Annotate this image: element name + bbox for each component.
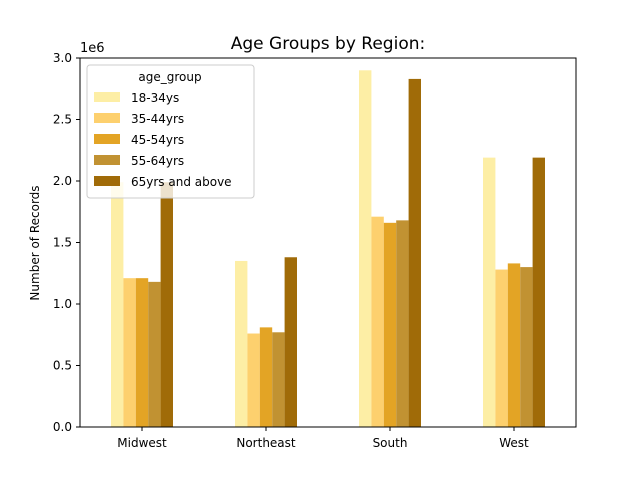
legend-swatch [94,176,120,186]
bar-west-1 [495,269,508,427]
bar-midwest-1 [123,278,136,427]
bar-south-2 [383,222,397,427]
bar-midwest-3 [148,281,161,427]
x-tick-label: West [499,436,529,450]
plot-frame [79,57,577,428]
legend-swatch [94,113,120,123]
bar-south-1 [371,216,384,427]
legend-swatch [94,155,120,165]
bar-midwest-0 [111,182,124,427]
bar-northeast-4 [284,257,297,427]
y-tick-label: 2.5 [53,113,72,127]
y-tick-label: 1.5 [53,236,72,250]
y-tick-label: 0.5 [53,359,72,373]
legend-title: age_group [138,70,201,84]
bar-midwest-2 [135,278,149,427]
bar-west-4 [532,157,545,427]
legend-box [86,64,255,199]
legend-label: 65yrs and above [131,175,232,189]
y-axis: 0.0 0.5 1.0 1.5 2.0 2.5 3.0 [53,51,80,434]
y-tick-label: 3.0 [53,51,72,65]
bar-midwest-4 [160,182,173,427]
legend-label: 55-64yrs [131,154,184,168]
x-tick-label: Northeast [236,436,296,450]
bar-west-2 [507,263,521,427]
x-tick-label: Midwest [117,436,167,450]
bar-south-4 [408,78,421,427]
bars-group [111,70,545,428]
bar-northeast-0 [235,260,248,427]
y-tick-label: 0.0 [53,420,72,434]
legend: age_group 18-34ys 35-44yrs 45-54yrs 55-64yrs… [86,64,255,199]
chart-title: Age Groups by Region: [231,34,425,54]
bar-northeast-3 [272,332,285,427]
y-scale-label: 1e6 [80,41,105,56]
legend-label: 18-34ys [131,91,179,105]
y-tick-label: 2.0 [53,174,72,188]
x-axis: Midwest Northeast South West [117,427,529,450]
legend-label: 35-44yrs [131,112,184,126]
bar-northeast-2 [259,327,273,427]
y-tick-label: 1.0 [53,297,72,311]
bar-south-3 [396,220,409,427]
bar-west-0 [483,157,496,427]
legend-swatch [94,92,120,102]
legend-swatch [94,134,120,144]
legend-label: 45-54yrs [131,133,184,147]
bar-northeast-1 [247,333,260,427]
bar-west-3 [520,267,533,427]
y-axis-label: Number of Records [28,185,42,300]
x-tick-label: South [373,436,408,450]
bar-south-0 [359,70,372,428]
